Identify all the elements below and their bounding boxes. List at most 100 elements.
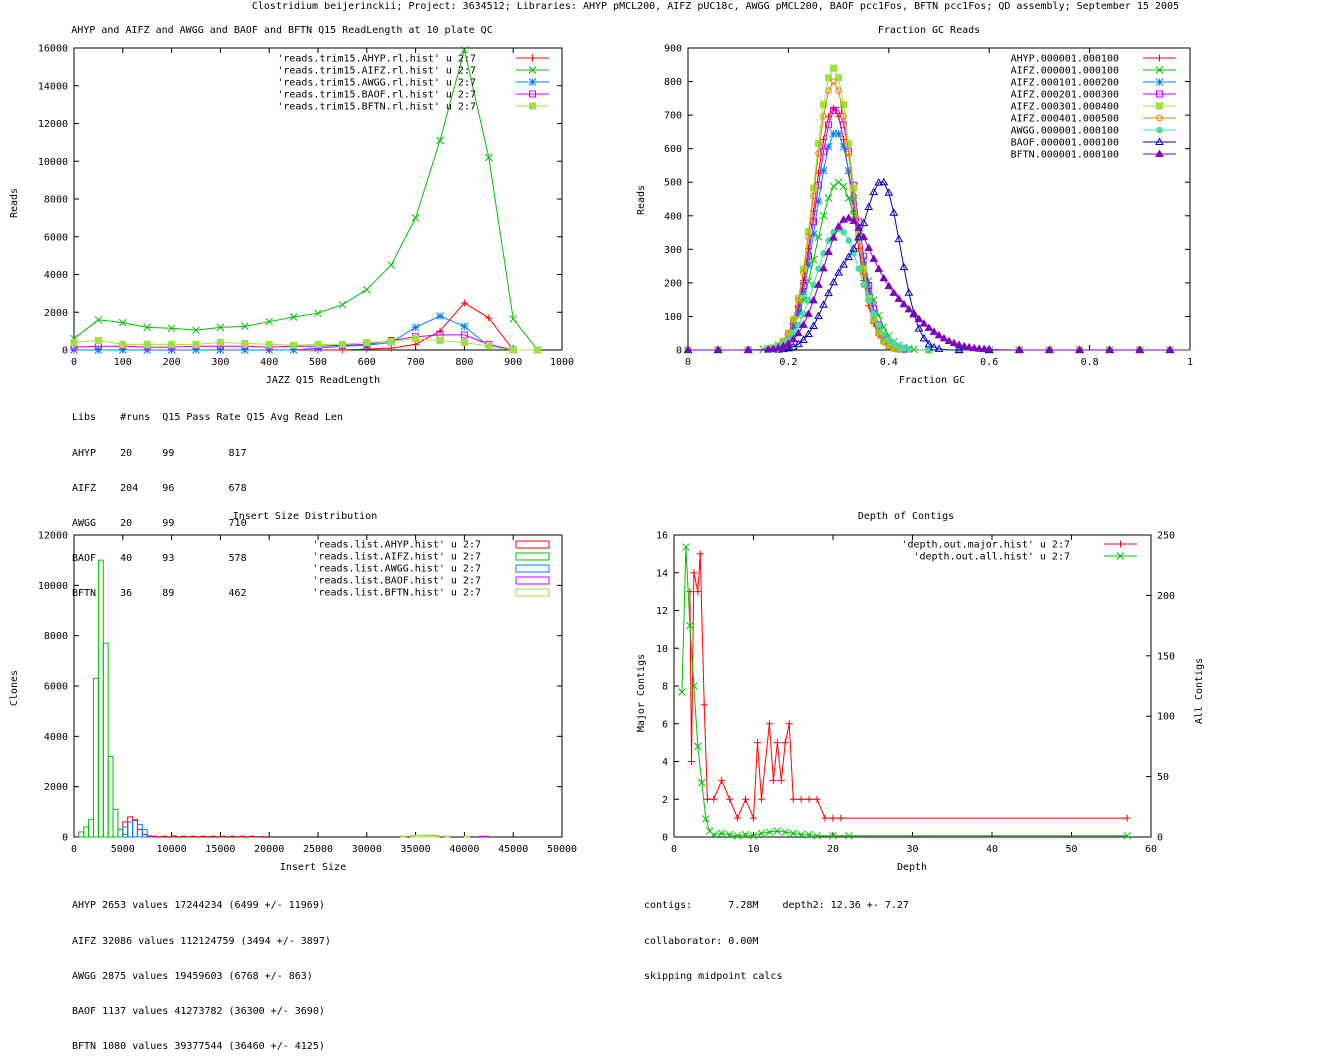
gc-fraction-data-point bbox=[919, 333, 929, 342]
gc-fraction-x-tick-label: 1 bbox=[1187, 357, 1193, 368]
gc-fraction-legend-marker bbox=[1156, 90, 1163, 98]
insert-size-x-tick-label: 30000 bbox=[352, 844, 382, 855]
gc-fraction-legend-label: BFTN.000001.000100 bbox=[1011, 150, 1119, 161]
contig-depth-data-point bbox=[701, 815, 710, 823]
contig-depth-y2-tick-label: 200 bbox=[1157, 591, 1175, 602]
readlength-data-point bbox=[362, 285, 371, 294]
insert-size-chart-title: Insert Size Distribution bbox=[233, 511, 378, 522]
gc-fraction-data-point bbox=[820, 112, 827, 120]
readlength-series-line bbox=[73, 334, 538, 351]
readlength-x-tick-label: 0 bbox=[71, 357, 77, 368]
readlength-data-point bbox=[509, 346, 517, 354]
contig-depth-series-line bbox=[681, 547, 1128, 837]
gc-fraction-data-point bbox=[834, 221, 843, 230]
contig-depth-data-point bbox=[797, 795, 805, 803]
gc-fraction-legend-label: AIFZ.000101.000200 bbox=[1011, 78, 1119, 89]
insert-size-bar bbox=[93, 677, 99, 838]
gc-fraction-data-point bbox=[874, 178, 884, 186]
readlength-table-header: Libs #runs Q15 Pass Rate Q15 Avg Read Le… bbox=[72, 412, 343, 424]
readlength-chart: AHYP and AIFZ and AWGG and BAOF and BFTN… bbox=[9, 25, 574, 386]
insert-size-chart-xlabel: Insert Size bbox=[280, 862, 346, 873]
insert-size-bar bbox=[239, 835, 246, 838]
contig-depth-data-point bbox=[718, 776, 726, 784]
contig-depth-y2-tick-label: 0 bbox=[1157, 833, 1163, 844]
gc-fraction-x-tick-label: 0 bbox=[685, 357, 691, 368]
contig-depth-data-point bbox=[742, 795, 750, 803]
insert-size-bar bbox=[132, 820, 138, 838]
gc-fraction-data-point bbox=[825, 121, 833, 129]
gc-fraction-series-line bbox=[688, 181, 1190, 351]
gc-fraction-data-point bbox=[929, 327, 939, 335]
gc-fraction-data-point bbox=[819, 211, 828, 220]
insert-size-bar bbox=[78, 831, 85, 838]
gc-fraction-data-point bbox=[824, 288, 833, 297]
readlength-x-tick-label: 100 bbox=[114, 357, 132, 368]
readlength-data-point bbox=[485, 314, 493, 322]
gc-fraction-legend-marker bbox=[1156, 102, 1163, 110]
insert-size-bar bbox=[122, 826, 129, 838]
insert-size-bar bbox=[151, 835, 158, 838]
insert-size-bar bbox=[229, 835, 236, 838]
readlength-data-point bbox=[509, 315, 518, 323]
contig-depth-y-tick-label: 2 bbox=[662, 795, 668, 806]
gc-fraction-data-point bbox=[875, 321, 883, 329]
contig-depth-data-point bbox=[703, 795, 711, 803]
contig-depth-data-point bbox=[837, 814, 845, 822]
contig-depth-data-point bbox=[813, 831, 821, 840]
gc-fraction-data-point bbox=[1075, 345, 1084, 353]
readlength-data-point bbox=[143, 340, 151, 348]
gc-fraction-data-point bbox=[879, 177, 889, 186]
insert-size-legend-swatch bbox=[515, 540, 550, 549]
insert-size-bar bbox=[141, 828, 148, 838]
insert-size-bar bbox=[83, 826, 90, 838]
gc-fraction-data-point bbox=[1105, 345, 1115, 353]
readlength-table-row: BFTN 36 89 462 bbox=[72, 587, 247, 599]
insert-size-bar bbox=[127, 821, 134, 838]
contig-depth-data-point bbox=[813, 795, 821, 803]
contig-depth-x-tick-label: 30 bbox=[906, 844, 918, 855]
contig-depth-data-point bbox=[725, 830, 734, 839]
readlength-legend-marker bbox=[529, 90, 536, 98]
contig-depth-data-point bbox=[693, 742, 702, 751]
gc-fraction-y-tick-label: 800 bbox=[664, 77, 682, 88]
contig-depth-data-point bbox=[687, 758, 695, 765]
contig-depth-data-point bbox=[773, 739, 781, 747]
insert-size-bar bbox=[210, 835, 217, 838]
insert-size-legend-label: 'reads.list.AHYP.hist' u 2:7 bbox=[312, 540, 481, 551]
gc-fraction-data-point bbox=[884, 281, 894, 290]
gc-fraction-data-point bbox=[789, 334, 798, 343]
gc-fraction-data-point bbox=[894, 234, 904, 243]
readlength-data-point bbox=[314, 340, 322, 348]
contig-depth-data-point bbox=[757, 829, 766, 838]
readlength-chart-ylabel: Reads bbox=[9, 188, 20, 218]
gc-fraction-data-point bbox=[825, 87, 832, 94]
gc-fraction-data-point bbox=[879, 273, 889, 282]
readlength-data-point bbox=[216, 338, 224, 346]
gc-fraction-data-point bbox=[880, 330, 888, 337]
gc-fraction-data-point bbox=[814, 311, 823, 320]
gc-fraction-series-line bbox=[687, 217, 1190, 351]
insert-size-bar bbox=[102, 642, 109, 838]
readlength-legend-marker bbox=[528, 66, 537, 74]
gc-fraction-y-tick-label: 200 bbox=[664, 278, 682, 289]
gc-fraction-data-point bbox=[954, 340, 964, 348]
insert-size-bar bbox=[478, 835, 485, 838]
readlength-table-row: AIFZ 204 96 678 bbox=[72, 482, 247, 494]
readlength-data-point bbox=[460, 331, 468, 339]
contig-depth-y-tick-label: 0 bbox=[662, 833, 668, 844]
insert-size-stats: AHYP 2653 values 17244234 (6499 +/- 1196… bbox=[72, 877, 331, 1064]
readlength-data-point bbox=[118, 318, 127, 327]
gc-fraction-data-point bbox=[959, 341, 969, 350]
readlength-data-point bbox=[460, 299, 468, 307]
gc-fraction-legend-marker bbox=[1155, 78, 1164, 86]
gc-fraction-legend-marker bbox=[1155, 149, 1164, 157]
gc-fraction-data-point bbox=[834, 268, 843, 276]
readlength-x-tick-label: 400 bbox=[260, 357, 278, 368]
readlength-y-tick-label: 0 bbox=[62, 346, 68, 357]
gc-fraction-data-point bbox=[864, 202, 874, 210]
insert-size-bar bbox=[107, 755, 114, 838]
gc-fraction-data-point bbox=[834, 178, 843, 187]
gc-fraction-chart-ylabel: Reads bbox=[636, 185, 647, 215]
gc-fraction-legend-marker bbox=[1156, 54, 1163, 62]
